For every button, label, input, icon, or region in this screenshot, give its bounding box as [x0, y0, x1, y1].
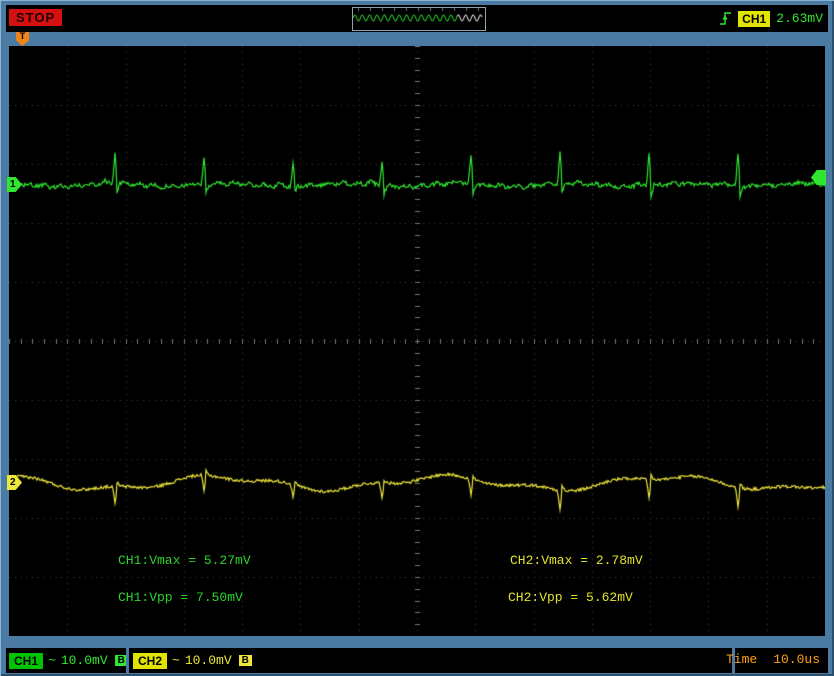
ch2-scale: 10.0mV — [184, 653, 232, 668]
trigger-level-marker[interactable] — [811, 170, 826, 185]
ch1-settings: CH1 ~ 10.0mV B — [9, 651, 128, 670]
divider — [732, 648, 735, 673]
waveform-preview-bar — [352, 7, 486, 31]
waveform-canvas — [9, 46, 825, 636]
bottom-status-bar: CH1 ~ 10.0mV B CH2 ~ 10.0mV B Time 10.0u… — [6, 648, 828, 673]
ch1-bandwidth-badge: B — [114, 655, 128, 666]
ch2-ground-marker[interactable]: 2 — [7, 475, 22, 490]
trigger-level-readout: 2.63mV — [776, 11, 823, 26]
ch1-button[interactable]: CH1 — [9, 652, 44, 669]
measurement-ch2-vpp: CH2:Vpp = 5.62mV — [508, 590, 633, 605]
top-status-bar: STOP CH1 2.63mV — [6, 5, 828, 32]
waveform-preview-canvas — [353, 8, 483, 28]
acquisition-status-badge[interactable]: STOP — [9, 9, 63, 26]
ch1-ground-marker[interactable]: 1 — [7, 177, 22, 192]
trigger-readout: CH1 2.63mV — [719, 5, 823, 32]
ch2-button[interactable]: CH2 — [133, 652, 168, 669]
scope-display: CH1:Vmax = 5.27mV CH1:Vpp = 7.50mV CH2:V… — [9, 46, 825, 636]
ch2-coupling-icon: ~ — [172, 653, 180, 668]
time-value: 10.0us — [773, 652, 820, 667]
measurement-ch2-vmax: CH2:Vmax = 2.78mV — [510, 553, 643, 568]
trigger-position-marker[interactable]: T — [16, 32, 29, 46]
timebase-readout: Time 10.0us — [726, 652, 820, 667]
trigger-source-badge[interactable]: CH1 — [738, 10, 771, 27]
ch2-settings: CH2 ~ 10.0mV B — [133, 651, 252, 670]
ch2-bandwidth-badge: B — [238, 655, 252, 666]
measurement-ch1-vpp: CH1:Vpp = 7.50mV — [118, 590, 243, 605]
measurement-ch1-vmax: CH1:Vmax = 5.27mV — [118, 553, 251, 568]
time-label: Time — [725, 652, 758, 667]
ch1-coupling-icon: ~ — [48, 653, 56, 668]
divider — [126, 648, 129, 673]
ch1-scale: 10.0mV — [60, 653, 108, 668]
rising-edge-trigger-icon — [720, 12, 732, 25]
